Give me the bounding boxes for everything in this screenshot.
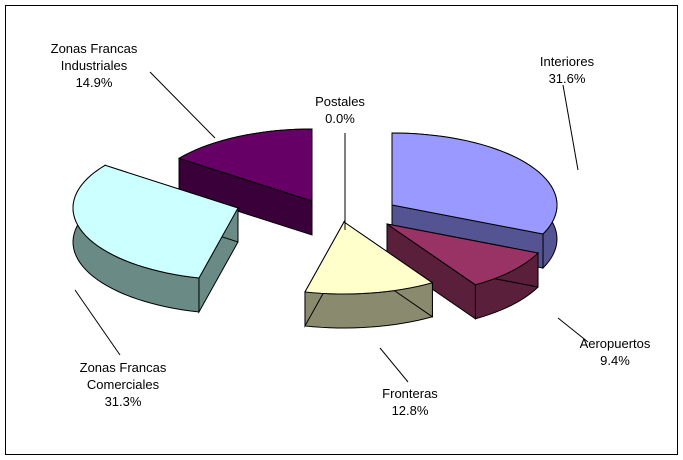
leader-line — [379, 347, 409, 383]
category-label: Zonas Francas — [80, 360, 167, 375]
pie-slice-zonas-francas-comerciales — [72, 164, 239, 314]
leader-line — [562, 84, 579, 171]
value-label: 0.0% — [325, 111, 355, 126]
data-label-aeropuertos: Aeropuertos 9.4% — [557, 317, 651, 368]
category-label: Interiores — [540, 54, 595, 69]
data-label-postales: Postales 0.0% — [315, 94, 365, 230]
value-label: 31.6% — [549, 71, 586, 86]
value-label: 12.8% — [392, 403, 429, 418]
value-label: 9.4% — [600, 353, 630, 368]
category-label: Comerciales — [87, 377, 160, 392]
category-label: Industriales — [61, 58, 128, 73]
pie-slice-fronteras — [304, 220, 434, 329]
category-label: Zonas Francas — [51, 41, 138, 56]
leader-line — [149, 71, 216, 139]
value-label: 14.9% — [76, 75, 113, 90]
value-label: 31.3% — [105, 394, 142, 409]
data-label-zonas-francas-industriales: Zonas Francas Industriales 14.9% — [51, 41, 216, 139]
leader-line — [74, 289, 121, 356]
category-label: Aeropuertos — [580, 336, 651, 351]
category-label: Fronteras — [382, 386, 438, 401]
pie-slice-zonas-francas-industriales — [177, 128, 313, 236]
data-label-interiores: Interiores 31.6% — [540, 54, 595, 171]
data-label-fronteras: Fronteras 12.8% — [379, 347, 438, 418]
data-label-zonas-francas-comerciales: Zonas Francas Comerciales 31.3% — [74, 289, 167, 409]
pie-slice-aeropuertos — [386, 223, 540, 320]
category-label: Postales — [315, 94, 365, 109]
leader-line — [557, 317, 589, 343]
